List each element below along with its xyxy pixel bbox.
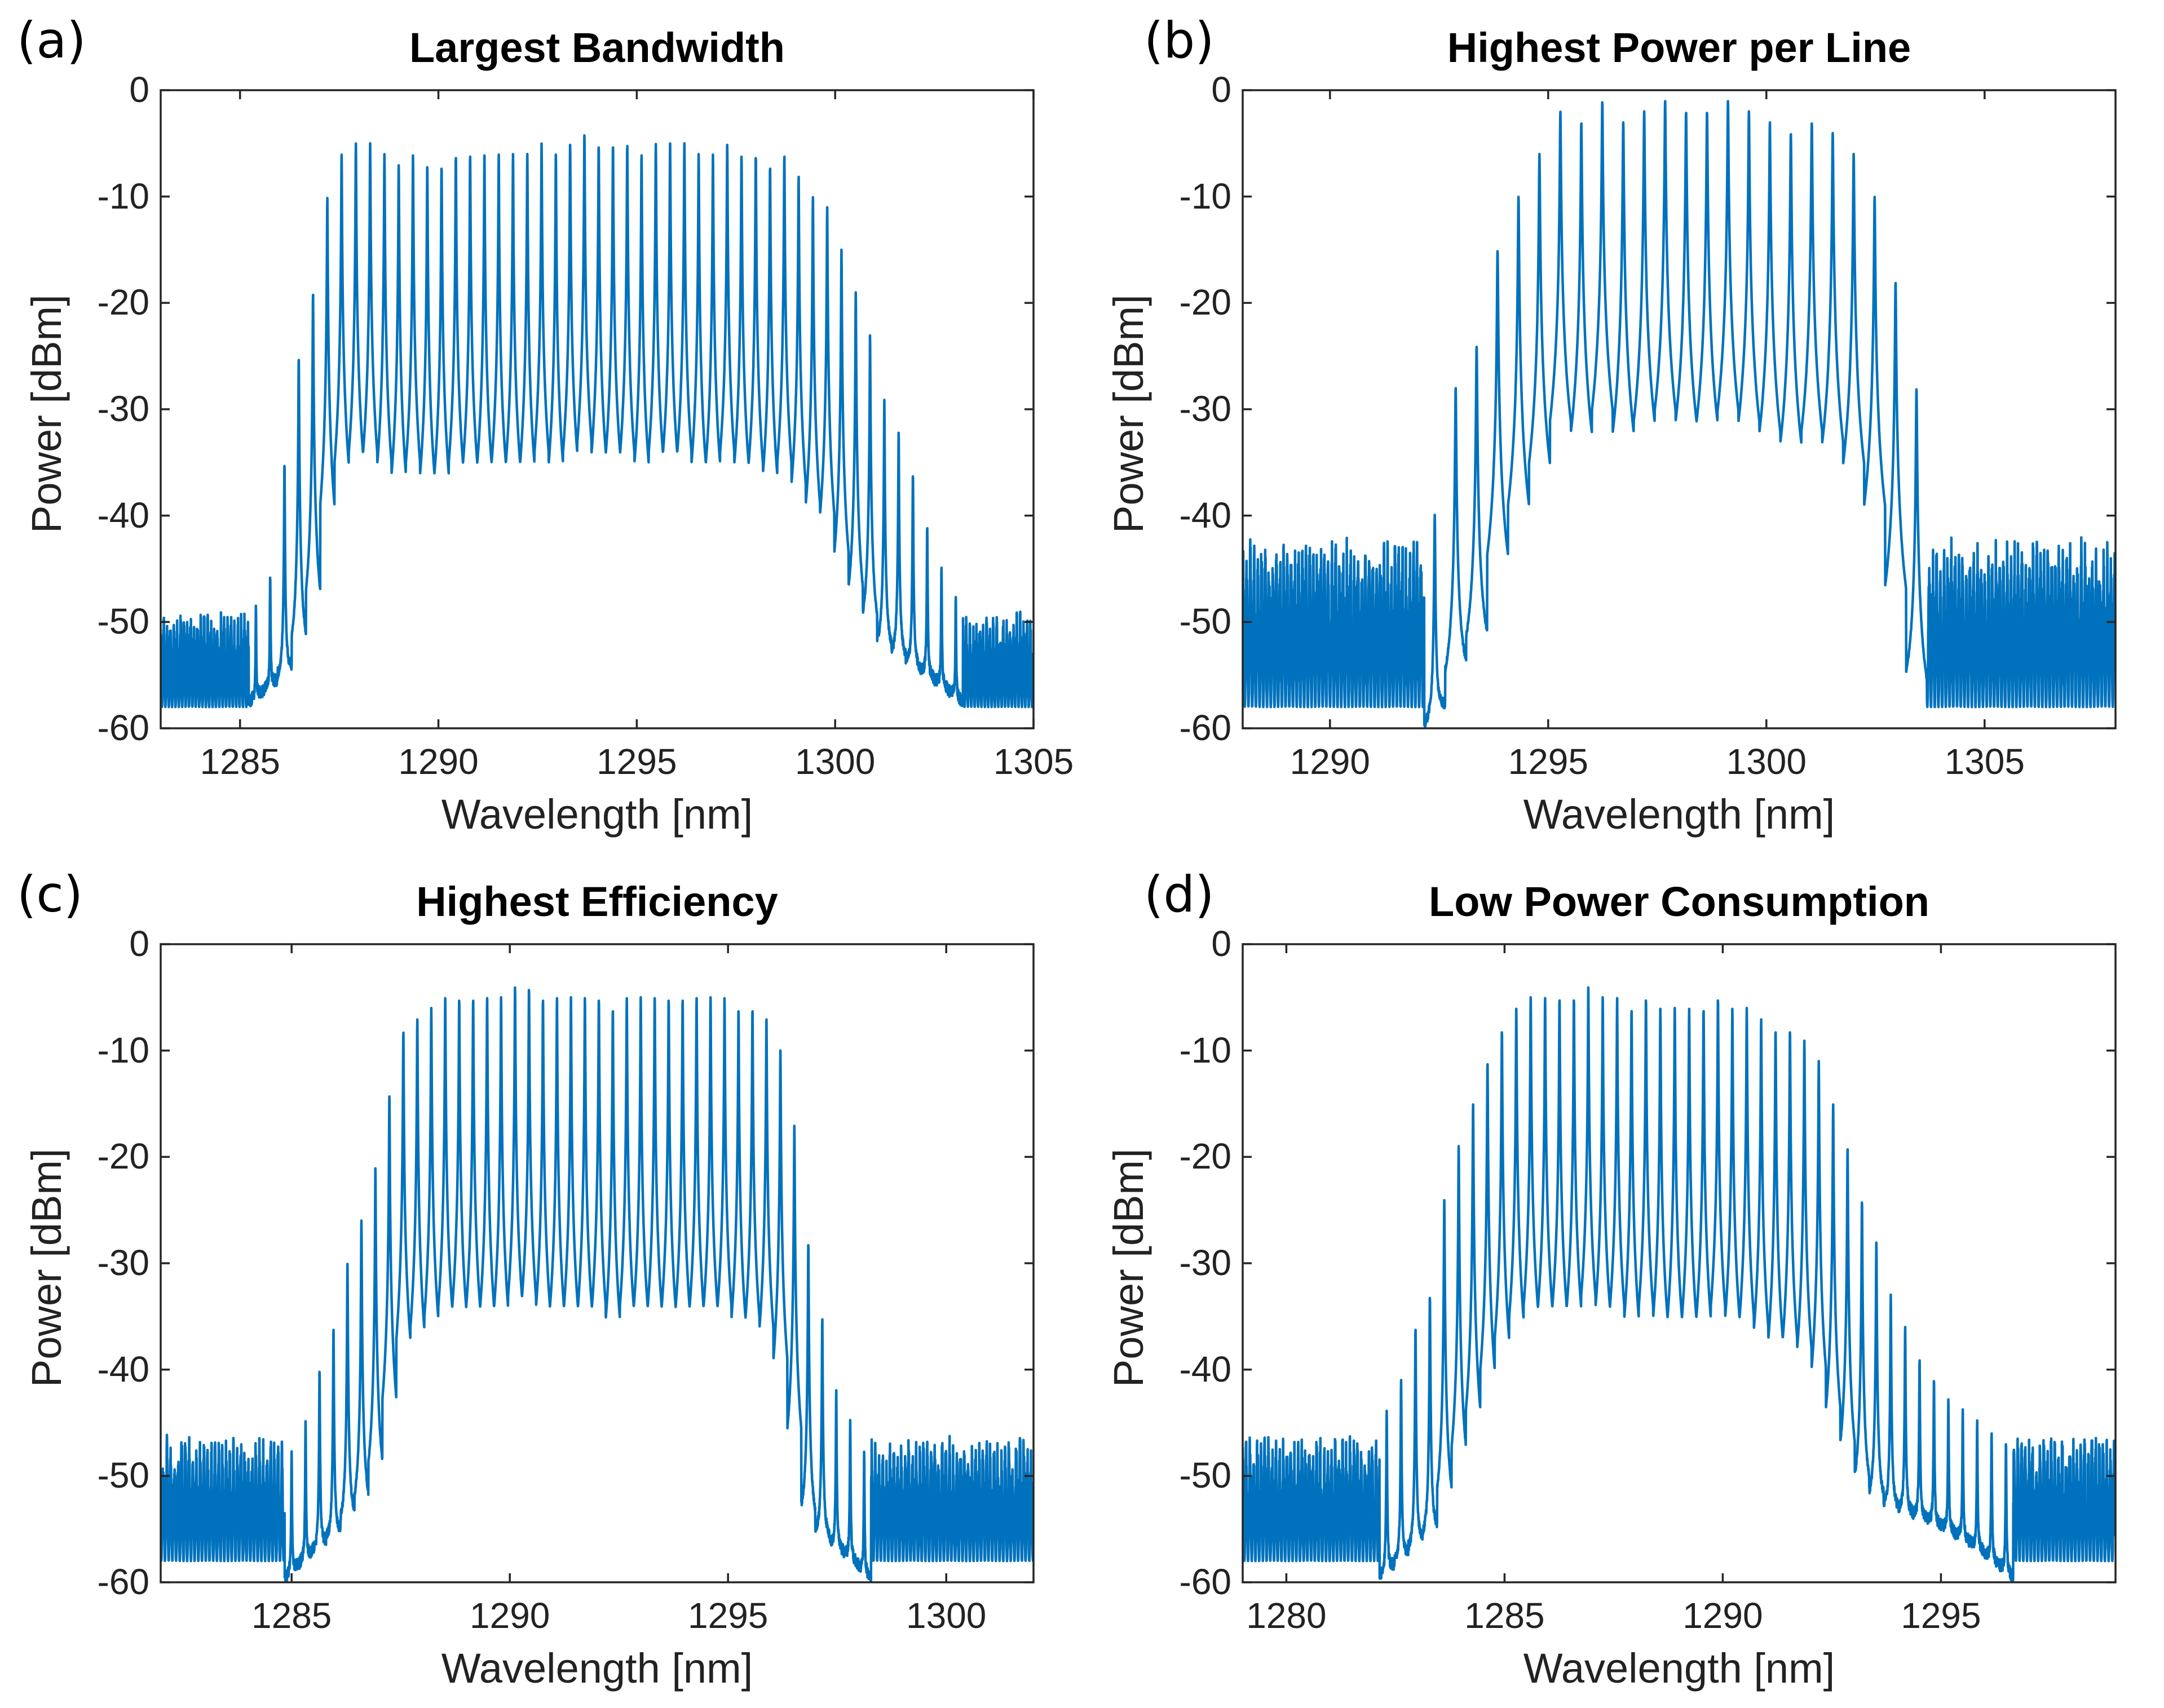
y-tick-label: -60 xyxy=(97,1561,150,1602)
chart-panel-d: 1280 1285 1290 1295 0 -10 -20 -30 -40 -50 -60 (d) Lo… xyxy=(1082,854,2164,1708)
series-line-spectrum xyxy=(1243,986,2116,1582)
x-axis-label: Wavelength [nm] xyxy=(1523,791,1835,838)
y-tick-label: 0 xyxy=(1211,69,1231,110)
chart-panel-c: 1285 1290 1295 1300 0 -10 -20 -30 -40 -50 -60 (c) Hi… xyxy=(0,854,1082,1708)
x-tick-label: 1300 xyxy=(1726,741,1807,782)
chart-plot-area xyxy=(1242,943,2117,1583)
panel-label: (a) xyxy=(17,11,86,69)
x-tick-label: 1285 xyxy=(1464,1595,1545,1636)
y-tick-label: -30 xyxy=(1179,1242,1232,1283)
panel-label: (b) xyxy=(1144,11,1215,69)
y-tick-label: -20 xyxy=(1179,1136,1232,1177)
series-line-spectrum xyxy=(1243,100,2116,728)
x-tick-label: 1300 xyxy=(906,1595,987,1636)
y-tick-label: -10 xyxy=(97,1029,150,1070)
series-line-spectrum xyxy=(161,134,1034,709)
x-axis-label: Wavelength [nm] xyxy=(441,1645,753,1692)
chart-title: Highest Efficiency xyxy=(416,878,778,925)
chart-title: Low Power Consumption xyxy=(1429,878,1929,925)
chart-panel-a: 1285 1290 1295 1300 1305 0 -10 -20 -30 -40 -50 -60 (… xyxy=(0,0,1082,854)
y-tick-label: -30 xyxy=(1179,388,1232,429)
x-axis-label: Wavelength [nm] xyxy=(441,791,753,838)
y-tick-label: -40 xyxy=(97,1348,150,1390)
x-tick-label: 1290 xyxy=(470,1595,550,1636)
y-tick-label: 0 xyxy=(1211,923,1231,964)
x-tick-label: 1305 xyxy=(1944,741,2025,782)
y-tick-label: -30 xyxy=(97,388,150,429)
y-tick-label: -40 xyxy=(1179,1348,1232,1390)
y-axis-label: Power [dBm] xyxy=(1105,1148,1152,1387)
chart-plot-area xyxy=(160,943,1035,1583)
x-tick-label: 1290 xyxy=(398,741,479,782)
x-tick-label: 1295 xyxy=(597,741,677,782)
y-tick-label: -60 xyxy=(97,707,150,748)
y-tick-label: -40 xyxy=(97,494,150,536)
series-line-spectrum xyxy=(161,986,1034,1582)
y-tick-label: -10 xyxy=(1179,1029,1232,1070)
x-tick-label: 1280 xyxy=(1246,1595,1327,1636)
y-tick-label: -20 xyxy=(1179,282,1232,323)
y-tick-label: -20 xyxy=(97,1136,150,1177)
x-tick-label: 1285 xyxy=(200,741,280,782)
y-axis-label: Power [dBm] xyxy=(23,1148,70,1387)
panel-label: (d) xyxy=(1144,865,1215,923)
y-tick-label: -50 xyxy=(97,1455,150,1496)
chart-title: Highest Power per Line xyxy=(1447,24,1911,71)
y-tick-label: -60 xyxy=(1179,1561,1232,1602)
y-tick-label: -30 xyxy=(97,1242,150,1283)
x-tick-label: 1290 xyxy=(1289,741,1370,782)
y-tick-label: -60 xyxy=(1179,707,1232,748)
x-tick-label: 1305 xyxy=(993,741,1074,782)
y-axis-label: Power [dBm] xyxy=(1105,294,1152,533)
y-tick-label: -10 xyxy=(97,175,150,216)
y-tick-label: -50 xyxy=(1179,601,1232,642)
chart-plot-area xyxy=(1242,89,2117,729)
x-tick-label: 1300 xyxy=(794,741,876,782)
x-tick-label: 1295 xyxy=(1508,741,1588,782)
y-tick-label: 0 xyxy=(129,69,149,110)
x-tick-label: 1290 xyxy=(1682,1595,1763,1636)
y-tick-label: -20 xyxy=(97,282,150,323)
x-tick-label: 1285 xyxy=(251,1595,332,1636)
x-tick-label: 1295 xyxy=(1901,1595,1981,1636)
y-tick-label: 0 xyxy=(129,923,149,964)
y-tick-label: -50 xyxy=(97,601,150,642)
chart-plot-area xyxy=(160,89,1035,729)
y-tick-label: -40 xyxy=(1179,494,1232,536)
chart-panel-b: 1290 1295 1300 1305 0 -10 -20 -30 -40 -50 -60 (b) Hi… xyxy=(1082,0,2164,854)
y-tick-label: -50 xyxy=(1179,1455,1232,1496)
y-tick-label: -10 xyxy=(1179,175,1232,216)
y-axis-label: Power [dBm] xyxy=(23,294,70,533)
panel-label: (c) xyxy=(17,865,83,923)
chart-title: Largest Bandwidth xyxy=(409,24,785,71)
x-axis-label: Wavelength [nm] xyxy=(1523,1645,1835,1692)
x-tick-label: 1295 xyxy=(688,1595,769,1636)
